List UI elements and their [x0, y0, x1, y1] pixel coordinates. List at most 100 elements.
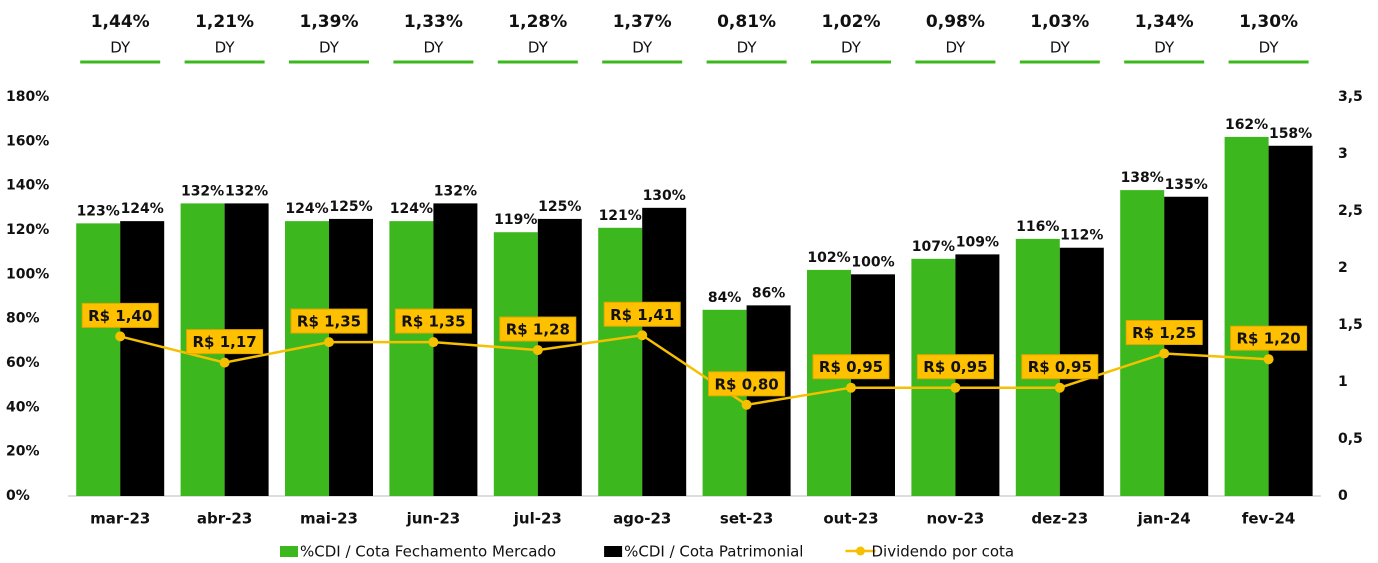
y2-tick-label: 2 — [1338, 260, 1348, 276]
x-tick-label: mai-23 — [300, 510, 358, 528]
line-point — [532, 345, 543, 356]
dy-value: 0,81% — [717, 12, 776, 32]
dy-value: 1,28% — [508, 12, 567, 32]
x-tick-label: ago-23 — [613, 510, 671, 528]
bar-label: 138% — [1121, 170, 1164, 186]
label-box — [812, 354, 890, 380]
bar — [702, 309, 747, 496]
dy-label: DY — [945, 39, 966, 57]
bar — [1224, 136, 1269, 496]
bar — [537, 218, 582, 496]
label-box — [708, 371, 786, 397]
bar-label: 100% — [851, 254, 894, 270]
bar-label: 107% — [912, 239, 955, 255]
y2-tick-label: 3 — [1338, 146, 1348, 162]
line-label: R$ 1,40 — [88, 307, 152, 325]
bar — [76, 223, 121, 496]
y-tick-label: 0% — [6, 488, 30, 504]
dy-value: 1,03% — [1030, 12, 1089, 32]
legend-swatch — [855, 546, 865, 556]
line-point — [1263, 354, 1274, 365]
label-box — [1125, 320, 1203, 345]
bar-label: 132% — [434, 183, 477, 199]
bar — [807, 269, 851, 496]
line-label: R$ 0,95 — [923, 358, 987, 376]
line-point — [846, 382, 856, 393]
dy-value: 1,33% — [404, 12, 463, 32]
dy-value: 0,98% — [926, 12, 985, 32]
bar-label: 124% — [121, 201, 164, 217]
bar — [851, 274, 895, 496]
bar-label: 135% — [1165, 177, 1208, 193]
y-tick-label: 80% — [6, 311, 40, 327]
bar-label: 116% — [1016, 219, 1059, 235]
legend-swatch — [280, 546, 298, 557]
dy-value: 1,21% — [195, 12, 254, 32]
bar-label: 102% — [807, 250, 850, 266]
bar-label: 109% — [956, 234, 999, 250]
label-box — [916, 354, 994, 380]
legend-label: Dividendo por cota — [871, 543, 1014, 561]
legend-label: %CDI / Cota Patrimonial — [624, 543, 803, 561]
bar — [433, 203, 478, 496]
dy-label: DY — [110, 39, 131, 57]
x-tick-label: mar-23 — [90, 510, 150, 528]
y2-tick-label: 1 — [1338, 374, 1348, 390]
dy-value: 1,34% — [1135, 12, 1194, 32]
bar — [285, 221, 329, 496]
bar-label: 124% — [390, 201, 433, 217]
line-label: R$ 0,80 — [714, 375, 778, 393]
bar — [120, 221, 165, 496]
bar-label: 119% — [494, 212, 537, 228]
dy-value: 1,30% — [1239, 12, 1298, 32]
line — [119, 333, 1269, 407]
line-point — [115, 331, 126, 342]
dy-value: 1,02% — [822, 12, 881, 32]
line-point — [324, 337, 334, 348]
bar-label: 158% — [1269, 126, 1312, 142]
line-label: R$ 1,20 — [1236, 330, 1300, 348]
bar-label: 112% — [1060, 228, 1103, 244]
label-box — [394, 308, 472, 334]
y-tick-label: 140% — [6, 178, 49, 194]
bar-label: 130% — [643, 188, 686, 204]
x-tick-label: nov-23 — [926, 510, 984, 528]
bar-label: 84% — [708, 290, 742, 306]
dy-label: DY — [423, 39, 444, 57]
label-box — [290, 308, 368, 334]
line-label: R$ 1,35 — [401, 313, 465, 331]
dy-label: DY — [632, 39, 653, 57]
bar-label: 132% — [225, 183, 268, 199]
label-box — [1021, 354, 1099, 380]
y2-tick-label: 1,5 — [1338, 317, 1363, 333]
bar — [329, 218, 373, 496]
y2-tick-label: 2,5 — [1338, 203, 1363, 219]
line-label: R$ 0,95 — [819, 358, 883, 376]
legend-label: %CDI / Cota Fechamento Mercado — [300, 543, 556, 561]
y-tick-label: 40% — [6, 399, 40, 415]
dy-label: DY — [1259, 39, 1280, 57]
line-label: R$ 1,17 — [192, 333, 256, 351]
line-point — [219, 357, 230, 368]
line-point — [428, 337, 439, 348]
bar — [1268, 145, 1313, 496]
label-box — [499, 316, 577, 342]
y-tick-label: 160% — [6, 133, 49, 149]
line-label: R$ 0,95 — [1028, 358, 1092, 376]
y2-tick-label: 0,5 — [1338, 431, 1363, 447]
x-tick-label: jul-23 — [513, 510, 562, 528]
line-label: R$ 1,25 — [1132, 324, 1196, 342]
y-tick-label: 100% — [6, 266, 49, 282]
dy-label: DY — [319, 39, 340, 57]
bar-label: 124% — [285, 201, 328, 217]
label-box — [81, 302, 159, 328]
line-point — [950, 382, 961, 393]
bar — [1164, 196, 1209, 496]
dy-value: 1,37% — [613, 12, 672, 32]
dy-label: DY — [1154, 39, 1175, 57]
y-tick-label: 20% — [6, 444, 40, 460]
y-tick-label: 60% — [6, 355, 40, 371]
dy-label: DY — [841, 39, 862, 57]
bar-label: 125% — [329, 199, 372, 215]
